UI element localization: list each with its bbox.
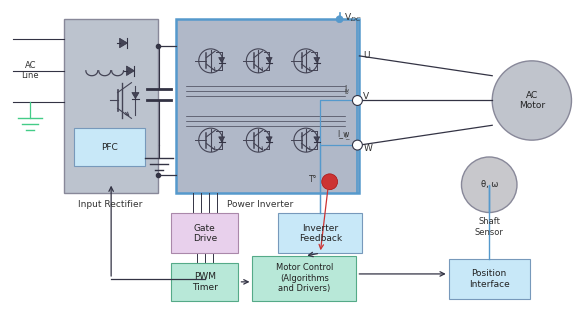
Text: W: W <box>363 144 372 153</box>
Text: Shaft
Sensor: Shaft Sensor <box>475 217 504 237</box>
Circle shape <box>336 16 343 23</box>
Text: Power Inverter: Power Inverter <box>227 200 294 209</box>
Text: AC
Line: AC Line <box>22 61 39 81</box>
Text: I_: I_ <box>344 132 349 139</box>
FancyBboxPatch shape <box>176 19 359 193</box>
FancyBboxPatch shape <box>278 213 362 253</box>
Text: Motor Control
(Algorithms
and Drivers): Motor Control (Algorithms and Drivers) <box>275 263 333 293</box>
Polygon shape <box>120 38 128 48</box>
Text: PWM
Timer: PWM Timer <box>192 272 218 291</box>
FancyBboxPatch shape <box>64 19 158 193</box>
Text: Gate
Drive: Gate Drive <box>193 224 217 243</box>
Text: Position
Interface: Position Interface <box>469 269 510 289</box>
Text: V: V <box>363 92 370 101</box>
Text: Iᵥ: Iᵥ <box>344 85 349 94</box>
Polygon shape <box>127 66 134 76</box>
Text: Iᵥ: Iᵥ <box>345 89 349 95</box>
Text: U: U <box>363 51 370 60</box>
Circle shape <box>352 95 362 105</box>
Text: T°: T° <box>309 175 318 184</box>
Text: V$_{DC}$: V$_{DC}$ <box>343 11 361 24</box>
Polygon shape <box>314 137 320 142</box>
Polygon shape <box>219 137 224 142</box>
Text: Input Rectifier: Input Rectifier <box>79 200 143 209</box>
Polygon shape <box>314 58 320 63</box>
Polygon shape <box>219 58 224 63</box>
FancyBboxPatch shape <box>253 256 356 301</box>
Text: AC
Motor: AC Motor <box>519 91 545 110</box>
FancyBboxPatch shape <box>171 213 239 253</box>
Polygon shape <box>266 58 272 63</box>
Text: θ, ω: θ, ω <box>481 180 498 189</box>
Text: I_w: I_w <box>337 129 349 138</box>
FancyBboxPatch shape <box>74 128 145 166</box>
Text: Inverter
Feedback: Inverter Feedback <box>299 224 342 243</box>
Circle shape <box>352 140 362 150</box>
Polygon shape <box>132 93 139 99</box>
Text: PFC: PFC <box>101 142 118 151</box>
Circle shape <box>322 174 338 190</box>
FancyBboxPatch shape <box>449 259 530 299</box>
Polygon shape <box>266 137 272 142</box>
Circle shape <box>492 61 571 140</box>
FancyBboxPatch shape <box>171 263 239 301</box>
Circle shape <box>462 157 517 212</box>
